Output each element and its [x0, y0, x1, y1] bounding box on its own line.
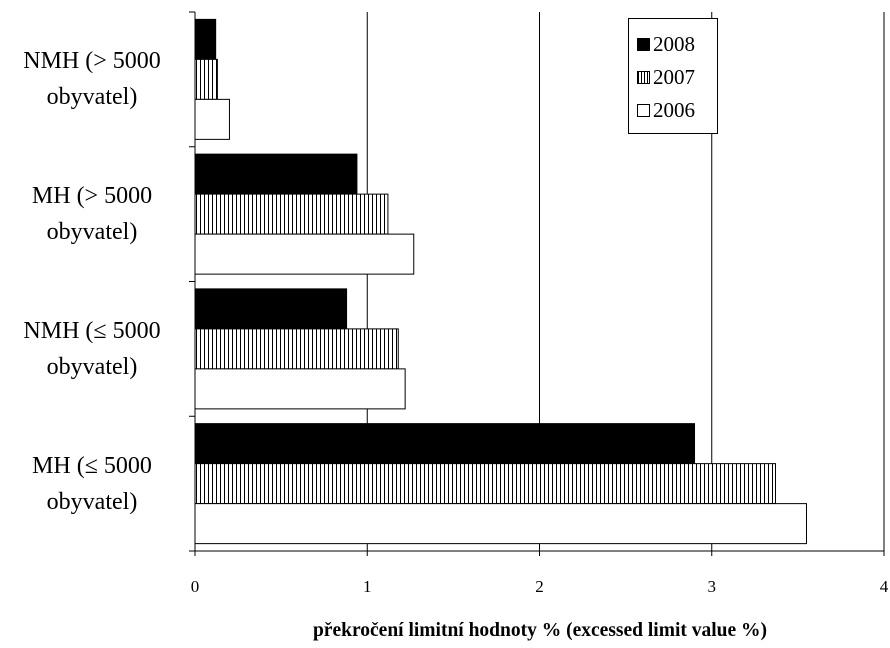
x-tick-label: 2 [535, 577, 544, 596]
legend-label: 2006 [653, 97, 695, 122]
x-tick-label: 0 [191, 577, 200, 596]
bar-2008 [194, 18, 217, 60]
legend-item-2007: 2007 [637, 65, 695, 89]
category-label: NMH (> 5000 obyvatel) [2, 43, 182, 115]
legend-swatch-white [637, 103, 650, 117]
x-tick-label: 1 [363, 577, 372, 596]
legend-item-2008: 2008 [637, 32, 695, 56]
category-label: MH (≤ 5000 obyvatel) [2, 448, 182, 520]
x-tick-label: 4 [880, 577, 889, 596]
category-label: MH (> 5000 obyvatel) [2, 178, 182, 250]
legend-swatch-striped [637, 70, 650, 84]
category-label: NMH (≤ 5000 obyvatel) [2, 313, 182, 385]
category-label-line: obyvatel) [46, 84, 138, 111]
bar-2006 [194, 233, 415, 275]
bar-2006 [194, 503, 807, 545]
bar-2008 [194, 288, 348, 330]
bar-2007 [194, 58, 218, 100]
x-tick-label: 3 [708, 577, 717, 596]
bar-2006 [194, 368, 406, 410]
bar-2007 [194, 463, 776, 505]
category-label-line: MH (> 5000 [31, 183, 153, 210]
bars [194, 18, 807, 545]
x-axis-title: překročení limitní hodnoty % (excessed l… [312, 620, 768, 641]
category-label-line: obyvatel) [46, 219, 138, 246]
category-label-line: NMH (> 5000 [23, 48, 161, 75]
category-label-line: MH (≤ 5000 [32, 452, 152, 479]
axes [189, 11, 885, 556]
legend-swatch-solid [637, 37, 650, 51]
category-label-line: obyvatel) [46, 488, 138, 515]
legend-label: 2008 [653, 31, 695, 56]
bar-2007 [194, 193, 389, 235]
legend-label: 2007 [653, 64, 695, 89]
bar-2008 [194, 153, 358, 195]
x-tick-labels: 0 1 2 3 4 [191, 577, 889, 596]
category-label-line: NMH (≤ 5000 [23, 317, 161, 344]
category-label-line: obyvatel) [46, 353, 138, 380]
legend: 2008 2007 2006 [628, 18, 718, 134]
legend-item-2006: 2006 [637, 98, 695, 122]
bar-2006 [194, 98, 230, 140]
bar-2007 [194, 328, 399, 370]
bar-2008 [194, 423, 696, 465]
